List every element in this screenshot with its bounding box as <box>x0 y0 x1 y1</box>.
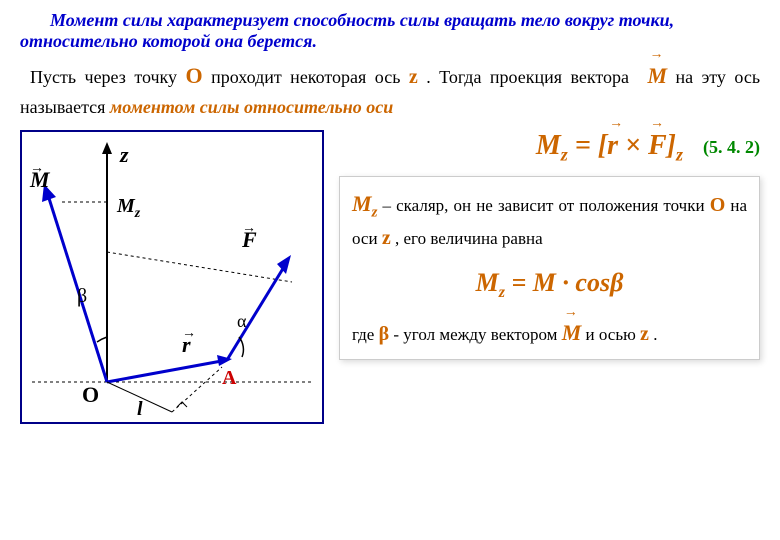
panel-formula: Mz = M · cosβ <box>352 263 747 305</box>
F-arrow-over: → <box>242 221 256 236</box>
right-column: Mz = [r × F]z (5. 4. 2) Mz – скаляр, он … <box>339 130 760 424</box>
panel-t7: . <box>653 325 657 344</box>
p2-t2: проходит некоторая ось <box>211 67 409 87</box>
dashed-upper <box>107 252 292 282</box>
f1-zsub: z <box>676 145 683 165</box>
f1-z: z <box>561 145 568 165</box>
Mz-label: Mz <box>116 195 141 221</box>
panel-t6: и осью <box>586 325 641 344</box>
z-label: z <box>119 142 129 167</box>
A-label: A <box>222 367 237 389</box>
panel-z2: z <box>640 323 649 345</box>
F-vector-arrow <box>277 255 291 274</box>
diagram-svg: z M → Mz β r → F → <box>22 132 322 422</box>
panel-Mz: Mz <box>352 191 377 216</box>
pf-beta: β <box>610 268 623 297</box>
z-axis-arrow <box>102 142 112 154</box>
symbol-O: O <box>186 63 203 88</box>
pf-M: M <box>476 268 499 297</box>
perp-line <box>172 367 222 412</box>
explanation-panel: Mz – скаляр, он не зависит от положения … <box>339 176 760 360</box>
formula-1: Mz = [r × F]z <box>536 130 683 166</box>
panel-M-vec: M <box>562 316 582 349</box>
term-moment: моментом силы относительно оси <box>110 97 393 117</box>
beta-label: β <box>77 285 87 307</box>
panel-t1: – скаляр, он не зависит от положения точ… <box>383 196 710 215</box>
panel-O: O <box>710 194 726 216</box>
r-arrow-over: → <box>182 326 196 341</box>
panel-z: z <box>382 227 391 249</box>
f1-M: M <box>536 130 561 161</box>
lower-section: z M → Mz β r → F → <box>20 130 760 424</box>
vector-diagram: z M → Mz β r → F → <box>20 130 324 424</box>
pf-eq: = M · cos <box>505 268 610 297</box>
panel-beta: β <box>379 323 390 345</box>
f1-times: × <box>618 130 648 161</box>
panel-t4: где <box>352 325 379 344</box>
f1-r: r <box>607 130 618 162</box>
p2-t3: . Тогда проекция вектора <box>426 67 637 87</box>
intro-text: Момент силы характеризует способность си… <box>20 10 674 51</box>
M-arrow-over: → <box>30 161 44 176</box>
formula-1-number: (5. 4. 2) <box>703 137 760 158</box>
f1-close: ] <box>667 130 676 161</box>
f1-eq: = [ <box>568 130 607 161</box>
panel-p2: где β - угол между вектором M и осью z . <box>352 316 747 349</box>
panel-p1: Mz – скаляр, он не зависит от положения … <box>352 187 747 254</box>
formula-1-row: Mz = [r × F]z (5. 4. 2) <box>339 130 760 166</box>
second-paragraph: Пусть через точку O проходит некоторая о… <box>20 58 760 122</box>
p2-t1: Пусть через точку <box>30 67 186 87</box>
alpha-label: α <box>237 311 247 331</box>
symbol-z: z <box>409 66 418 88</box>
symbol-M-vector: M <box>637 58 667 93</box>
panel-t5: - угол между вектором <box>393 325 561 344</box>
beta-arc <box>97 337 107 342</box>
O-label: O <box>82 382 99 407</box>
panel-t3: , его величина равна <box>395 229 543 248</box>
l-label: l <box>137 398 143 420</box>
f1-F: F <box>648 130 667 162</box>
